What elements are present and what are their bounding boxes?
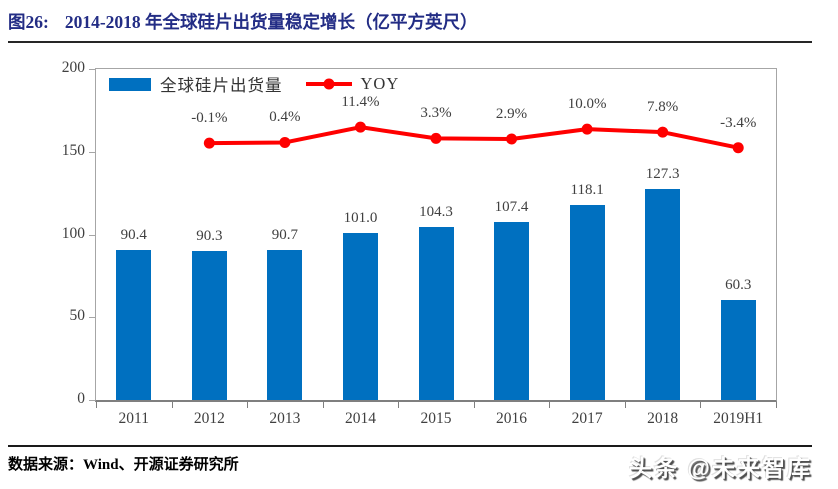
x-tick-label-2018: 2018: [647, 410, 679, 427]
title-divider: [8, 41, 812, 43]
y-tick-mark: [89, 317, 95, 319]
x-tick-mark: [624, 402, 626, 408]
bar-value-label: 60.3: [725, 277, 752, 294]
bar-value-label: 90.7: [271, 226, 298, 243]
bar-value-label: 107.4: [494, 199, 529, 216]
yoy-marker-2013: [279, 136, 291, 148]
x-tick-mark: [473, 402, 475, 408]
yoy-marker-2014: [354, 121, 366, 133]
bar-value-label: 90.4: [120, 227, 147, 244]
yoy-marker-2012: [203, 137, 215, 149]
bar-value-label: 127.3: [645, 166, 680, 183]
y-tick-mark: [89, 151, 95, 153]
bar-2013: [267, 249, 303, 400]
bar-value-label: 104.3: [419, 204, 453, 221]
figure-number-label: 图26:: [8, 12, 49, 32]
bar-2016: [494, 222, 530, 400]
x-tick-label-2014: 2014: [344, 410, 376, 427]
bar-value-label: 101.0: [343, 209, 378, 226]
x-tick-label-2017: 2017: [571, 410, 603, 427]
yoy-value-label: 3.3%: [420, 105, 452, 122]
yoy-value-label: -0.1%: [191, 110, 228, 127]
legend-bar-swatch: [109, 77, 151, 91]
yoy-marker-2019H1: [732, 142, 744, 154]
x-tick-mark: [247, 402, 249, 408]
bar-2011: [116, 250, 152, 400]
x-tick-mark: [171, 402, 173, 408]
yoy-value-label: -3.4%: [720, 114, 757, 131]
y-tick-mark: [89, 400, 95, 401]
yoy-marker-2015: [430, 132, 442, 144]
x-tick-mark: [776, 402, 777, 408]
yoy-value-label: 10.0%: [567, 96, 607, 113]
bar-2014: [342, 232, 378, 400]
x-tick-label-2015: 2015: [420, 410, 452, 427]
x-tick-mark: [700, 402, 702, 408]
legend-line-series-label: YOY: [360, 74, 400, 93]
yoy-value-label: 11.4%: [341, 94, 380, 111]
y-tick-label: 200: [61, 59, 85, 76]
yoy-value-label: 7.8%: [647, 99, 679, 116]
yoy-marker-2016: [506, 133, 518, 145]
y-tick-label: 50: [69, 307, 86, 325]
yoy-value-label: 2.9%: [495, 105, 528, 122]
bar-2019H1: [720, 300, 756, 400]
y-tick-label: 100: [61, 224, 85, 242]
footer-divider: [8, 445, 812, 447]
data-source-note: 数据来源：Wind、开源证券研究所: [8, 457, 239, 473]
y-tick-mark: [89, 69, 95, 70]
yoy-line-chart: [203, 121, 744, 154]
x-tick-label-2013: 2013: [269, 410, 301, 427]
yoy-marker-2018: [657, 126, 669, 138]
x-tick-label-2016: 2016: [496, 410, 528, 427]
figure-title: 2014-2018 年全球硅片出货量稳定增长（亿平方英尺）: [64, 12, 478, 32]
legend: 全球硅片出货量 YOY: [109, 72, 399, 96]
legend-line-swatch: [305, 78, 352, 90]
x-tick-label-2011: 2011: [118, 410, 149, 427]
legend-line-marker-icon: [323, 78, 334, 90]
bar-2018: [645, 189, 681, 400]
figure-header: 图26: 2014-2018 年全球硅片出货量稳定增长（亿平方英尺）: [8, 9, 478, 34]
x-tick-label-2019H1: 2019H1: [713, 410, 764, 427]
y-tick-label: 150: [61, 141, 85, 159]
bar-value-label: 118.1: [570, 181, 604, 198]
yoy-value-label: 0.4%: [269, 109, 301, 126]
watermark-logo: 头条 @未来智库: [629, 455, 812, 481]
y-tick-mark: [89, 234, 95, 236]
x-tick-mark: [398, 402, 400, 408]
bar-2017: [569, 204, 605, 400]
bar-2012: [191, 250, 227, 400]
x-tick-mark: [549, 402, 551, 408]
yoy-marker-2017: [581, 123, 593, 135]
x-tick-mark: [96, 402, 97, 408]
legend-bar-series-label: 全球硅片出货量: [160, 76, 283, 95]
x-tick-label-2012: 2012: [193, 410, 225, 427]
yoy-line: [209, 125, 739, 150]
bar-2015: [418, 227, 454, 400]
plot-area: 全球硅片出货量 YOY 90.4 90.3 90.7 101.0 104.3 107.4 1…: [95, 68, 777, 402]
bar-value-label: 90.3: [196, 227, 223, 244]
y-tick-label: 0: [77, 390, 85, 407]
x-tick-mark: [322, 402, 324, 408]
